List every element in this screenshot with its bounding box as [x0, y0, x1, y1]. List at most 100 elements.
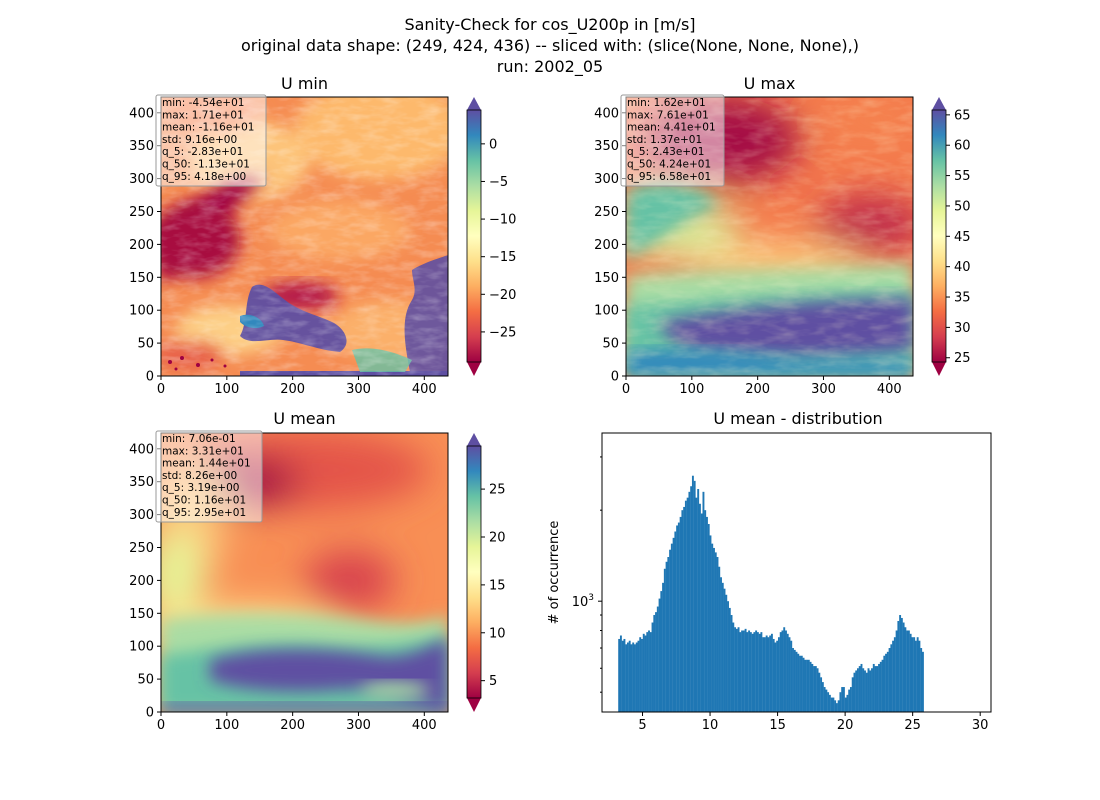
colorbar-tick-label: 35: [954, 291, 971, 306]
histogram-bar: [858, 666, 861, 712]
histogram-bar: [704, 510, 707, 712]
histogram-bar: [765, 635, 768, 712]
y-tick-label: 400: [129, 106, 154, 121]
histogram-bar: [663, 568, 666, 712]
histogram-bar: [904, 627, 907, 712]
histogram-bar: [644, 635, 647, 712]
histogram-bar: [649, 632, 652, 712]
histogram-bar: [786, 633, 789, 712]
histogram-bar: [706, 516, 708, 712]
histogram-bar: [739, 632, 742, 712]
title-line-3: run: 2002_05: [497, 57, 603, 77]
histogram-bar: [911, 637, 914, 712]
histogram-bar: [842, 687, 845, 712]
histogram-bar: [865, 672, 868, 712]
histogram-bar: [795, 651, 798, 712]
histogram-bar: [665, 561, 668, 712]
histogram-bar: [730, 615, 733, 712]
stats-line: q_5: 2.43e+01: [627, 146, 704, 158]
histogram-bar: [783, 627, 786, 712]
colorbar-tick-label: 25: [954, 351, 971, 366]
colorbar-u-max: 25 30 35 40 45 50 55 60 65: [931, 97, 971, 376]
stats-line: q_5: -2.83e+01: [162, 146, 243, 158]
stats-line: max: 7.61e+01: [627, 109, 709, 121]
y-tick-label: 50: [602, 337, 619, 352]
histogram-bar: [864, 670, 866, 712]
panel-u-mean-distribution: U mean - distribution 5 10 15 20 25 30 103 # o…: [547, 409, 992, 733]
histogram-bar: [669, 549, 672, 712]
y-tick-label: 200: [594, 238, 619, 253]
stats-line: min: -4.54e+01: [162, 97, 244, 109]
histogram-bar: [770, 633, 773, 712]
histogram-bar: [818, 672, 821, 712]
colorbar-tick-label: 45: [954, 230, 971, 245]
histogram-bar: [872, 663, 875, 712]
colorbar-tick-label: 60: [954, 139, 971, 154]
histogram-bar: [672, 537, 675, 712]
histogram-bar: [772, 638, 775, 712]
histogram-ylabel: # of occurrence: [547, 521, 562, 625]
histogram-bar: [621, 640, 624, 712]
histogram-bar: [742, 630, 745, 712]
histogram-bar: [834, 700, 837, 712]
y-tick-label: 0: [146, 706, 154, 721]
stats-line: q_95: 2.95e+01: [162, 507, 246, 519]
histogram-bar: [886, 651, 889, 712]
y-tick-label: 350: [129, 139, 154, 154]
histogram-ticks: 5 10 15 20 25 30 103: [572, 456, 989, 733]
histogram-bar: [855, 670, 858, 712]
colorbar-tick-label: 10: [489, 626, 506, 641]
histogram-bar: [728, 607, 731, 712]
histogram-bar: [662, 582, 665, 712]
histogram-bar: [890, 644, 893, 712]
histogram-bar: [642, 633, 645, 712]
histogram-bar: [758, 633, 761, 712]
histogram-bar: [748, 630, 751, 712]
histogram-bar: [788, 637, 791, 712]
histogram-bar: [792, 648, 794, 712]
histogram-bar: [779, 632, 782, 712]
histogram-bar: [871, 668, 873, 712]
histogram-bar: [670, 543, 673, 712]
y-tick-label: 400: [594, 106, 619, 121]
colorbar-tick-label: 40: [954, 260, 971, 275]
histogram-bar: [711, 543, 714, 712]
x-tick-label: 10: [702, 718, 719, 733]
histogram-bar: [746, 632, 749, 712]
y-tick-label: 250: [129, 205, 154, 220]
x-tick-label: 30: [972, 718, 989, 733]
x-tick-label: 5: [638, 718, 646, 733]
histogram-bar: [690, 486, 693, 712]
x-tick-label: 0: [157, 382, 165, 397]
y-tick-label: 150: [594, 271, 619, 286]
histogram-bar: [832, 697, 835, 712]
histogram-bar: [846, 694, 849, 712]
histogram-bar: [916, 637, 919, 712]
x-tick-label: 25: [904, 718, 921, 733]
histogram-bar: [839, 692, 842, 712]
title-line-1: Sanity-Check for cos_U200p in [m/s]: [404, 15, 695, 35]
histogram-bar: [876, 666, 879, 712]
histogram-bar: [725, 594, 728, 712]
histogram-bar: [823, 687, 826, 712]
histogram-bar: [776, 640, 779, 712]
histogram-bar: [626, 642, 629, 712]
histogram-bar: [881, 659, 884, 712]
histogram-bar: [800, 655, 803, 712]
histogram-bar: [797, 653, 800, 712]
x-tick-label: 100: [214, 718, 239, 733]
histogram-bar: [734, 627, 737, 712]
panel-title-u-max: U max: [744, 74, 796, 93]
x-tick-label: 200: [745, 382, 770, 397]
panel-u-mean: U mean 0 100 200 300 400 0 50 100 150 200 250 300 35…: [129, 409, 505, 733]
histogram-bar: [900, 617, 903, 712]
histogram-bar: [781, 630, 784, 712]
histogram-bar: [676, 525, 679, 712]
histogram-bar: [879, 661, 882, 712]
colorbar-tick-label: −10: [489, 213, 516, 228]
histogram-bar: [732, 622, 735, 712]
histogram-bar: [867, 668, 870, 712]
histogram-bar: [655, 612, 657, 712]
